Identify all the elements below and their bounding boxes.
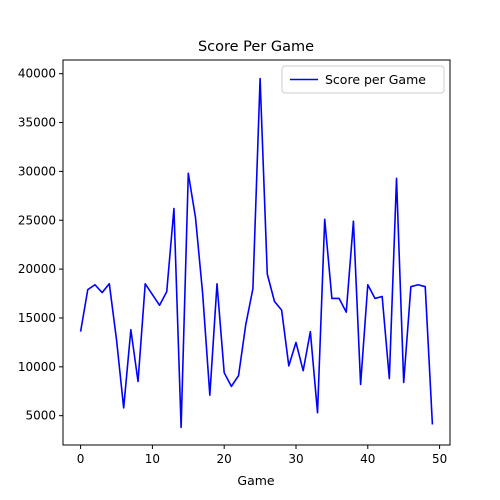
y-tick-label: 30000	[18, 164, 56, 178]
y-tick-label: 40000	[18, 67, 56, 81]
x-tick-label: 40	[360, 452, 375, 466]
y-tick-label: 10000	[18, 360, 56, 374]
x-tick-label: 0	[77, 452, 85, 466]
x-tick-label: 30	[288, 452, 303, 466]
y-tick-label: 25000	[18, 213, 56, 227]
y-tick-label: 20000	[18, 262, 56, 276]
x-tick-label: 10	[145, 452, 160, 466]
plot-area: 0 10 20 30 40 50 5000 10000 15000 20000 25000 30000…	[18, 59, 451, 466]
legend-label-0: Score per Game	[325, 72, 426, 87]
chart-title: Score Per Game	[198, 39, 314, 55]
legend-box	[281, 65, 445, 94]
series-line-0	[79, 77, 434, 429]
y-tick-label: 15000	[18, 311, 56, 325]
axes-frame	[62, 59, 451, 446]
x-axis-label: Game	[237, 473, 275, 488]
y-tick-label: 35000	[18, 116, 56, 130]
x-tick-label: 50	[432, 452, 447, 466]
y-tick-label: 5000	[25, 409, 56, 423]
x-tick-label: 20	[217, 452, 232, 466]
